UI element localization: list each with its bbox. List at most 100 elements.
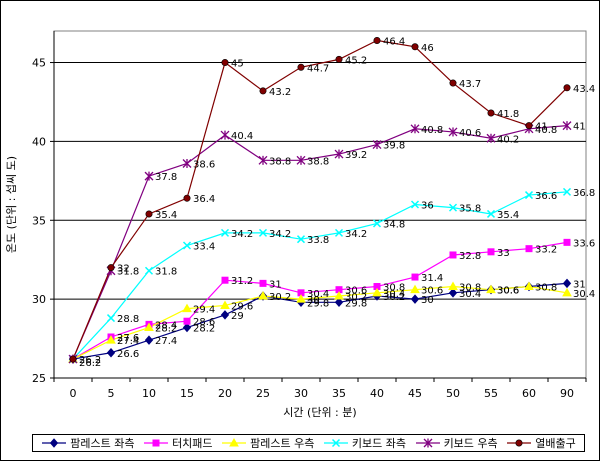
data-label: 36 — [421, 201, 434, 212]
legend-entry: 터치패드 — [143, 435, 213, 451]
data-label: 35.4 — [497, 210, 519, 221]
series-line-0 — [72, 282, 568, 360]
data-point-triangle — [334, 290, 344, 300]
data-point-triangle — [524, 281, 534, 291]
data-point-square — [152, 439, 160, 447]
data-point-diamond — [220, 310, 230, 320]
data-label: 30.6 — [497, 286, 519, 297]
data-point-circle — [259, 87, 267, 95]
data-label: 30.4 — [307, 289, 329, 300]
data-point-square — [449, 251, 457, 259]
data-point-triangle — [106, 335, 116, 344]
data-point-triangle — [258, 290, 268, 300]
plot-area — [53, 30, 587, 379]
legend-label: 팜레스트 우측 — [250, 437, 315, 450]
data-label: 28.4 — [155, 320, 177, 331]
legend-swatch — [222, 438, 247, 447]
data-label: 34.2 — [269, 229, 291, 240]
data-point-circle — [449, 79, 457, 87]
data-point-star — [486, 133, 496, 143]
legend-entry: 키보드 좌측 — [323, 435, 406, 451]
data-label: 31 — [573, 279, 586, 290]
data-label: 31.8 — [155, 267, 177, 278]
data-label: 26.2 — [79, 358, 101, 369]
legend-entry: 팜레스트 우측 — [221, 435, 314, 451]
y-tick-label: 45 — [32, 57, 46, 70]
data-label: 39.2 — [345, 150, 367, 161]
data-point-square — [563, 238, 571, 246]
data-label: 31.2 — [231, 276, 253, 287]
data-label: 36.6 — [535, 191, 557, 202]
x-tick-label: 55 — [484, 387, 498, 400]
data-label: 40.6 — [459, 128, 481, 139]
legend: 팜레스트 좌측 터치패드 팜레스트 우측 키보드 좌측 키보드 우측 열배출구 — [32, 434, 585, 452]
x-tick-label: 45 — [408, 387, 422, 400]
data-label: 38.6 — [193, 159, 215, 170]
data-label: 36.8 — [573, 188, 595, 199]
x-tick-label: 0 — [70, 387, 77, 400]
x-tick-label: 10 — [142, 387, 156, 400]
data-point-circle — [69, 355, 77, 363]
data-label: 30.8 — [383, 283, 405, 294]
data-point-star — [144, 171, 154, 181]
data-point-triangle — [182, 303, 192, 313]
data-point-diamond — [144, 335, 154, 345]
data-point-x-stroke — [562, 187, 572, 196]
data-point-diamond — [448, 288, 458, 298]
data-point-star — [296, 155, 306, 165]
series-line-4 — [72, 125, 568, 360]
data-label: 30 — [421, 295, 434, 306]
data-point-star — [410, 124, 420, 134]
data-label: 28.2 — [193, 324, 215, 335]
data-point-x — [331, 438, 340, 448]
x-tick-label: 40 — [370, 387, 384, 400]
x-tick-label: 15 — [180, 387, 194, 400]
data-label: 30.8 — [535, 283, 557, 294]
legend-label: 키보드 좌측 — [351, 437, 406, 450]
data-point-circle — [297, 63, 305, 71]
legend-swatch — [415, 438, 440, 448]
data-point-triangle — [410, 284, 420, 294]
data-point-x — [372, 219, 382, 228]
data-point-x — [258, 228, 268, 237]
data-label: 28.8 — [117, 314, 139, 325]
data-point-square — [487, 248, 495, 256]
x-tick-label: 5 — [108, 387, 115, 400]
legend-swatch — [323, 438, 348, 448]
data-label: 40.8 — [421, 125, 443, 136]
data-label: 44.7 — [307, 63, 329, 74]
data-point-triangle — [296, 294, 306, 303]
data-point-x-stroke — [258, 228, 268, 237]
data-point-triangle — [372, 287, 382, 297]
data-point-diamond — [334, 297, 344, 308]
data-label: 30.2 — [345, 292, 367, 303]
data-point-x-stroke — [144, 266, 154, 275]
data-point-star — [423, 438, 433, 448]
x-tick-label: 30 — [294, 387, 308, 400]
data-label: 32 — [117, 264, 130, 275]
data-point-x — [486, 209, 496, 218]
data-point-x-stroke — [182, 241, 192, 250]
data-point-x — [410, 200, 420, 209]
data-label: 29 — [231, 311, 244, 322]
y-tick-label: 30 — [32, 293, 46, 306]
data-point-circle — [107, 264, 115, 272]
legend-swatch — [507, 439, 532, 447]
data-label: 41.8 — [497, 109, 519, 120]
data-label: 29.8 — [345, 298, 367, 309]
data-label: 40.4 — [231, 131, 253, 142]
x-tick-label: 25 — [256, 387, 270, 400]
data-point-star — [220, 130, 230, 140]
data-point-x-stroke — [372, 219, 382, 228]
data-point-x — [334, 228, 344, 237]
data-label: 31.8 — [117, 267, 139, 278]
data-point-x-stroke — [296, 235, 306, 244]
data-label: 26.6 — [117, 349, 139, 360]
data-point-triangle — [562, 287, 572, 297]
legend-entry: 팜레스트 좌측 — [41, 435, 135, 451]
data-point-x — [182, 241, 192, 250]
data-point-circle — [411, 43, 419, 51]
data-label: 34.2 — [231, 229, 253, 240]
data-point-x-stroke — [106, 314, 116, 323]
